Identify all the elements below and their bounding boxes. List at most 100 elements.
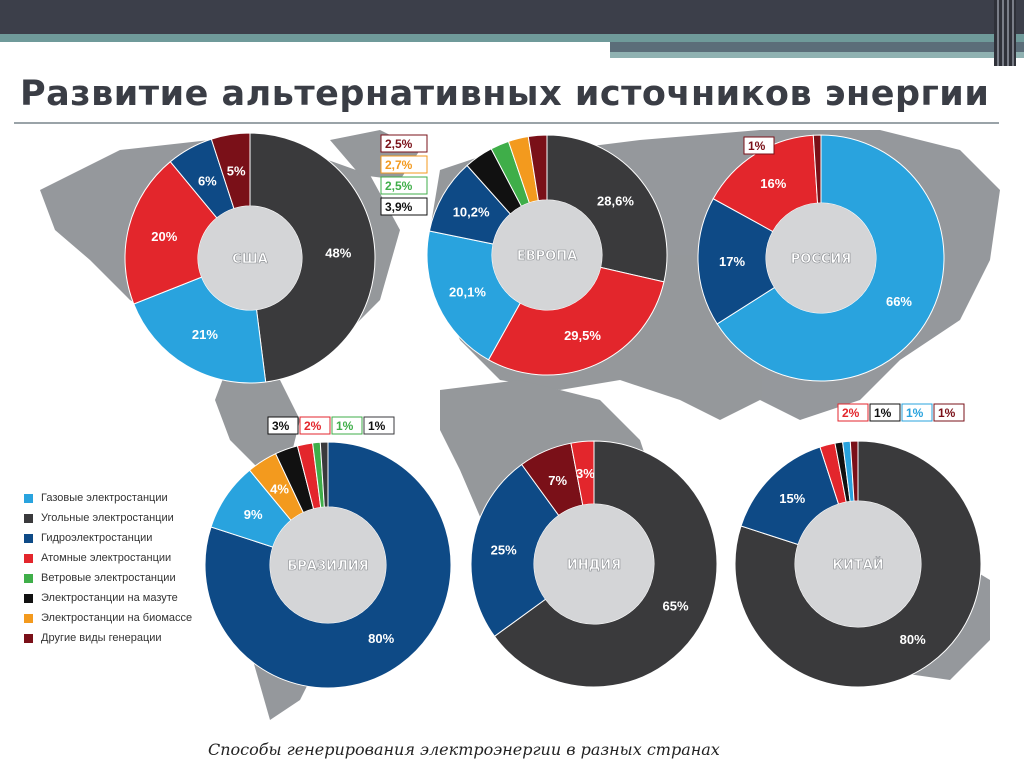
legend-swatch-gas [24, 493, 33, 503]
legend-swatch-other [24, 633, 33, 643]
slice-value-label: 25% [491, 543, 517, 558]
ext-value-label: 2% [842, 406, 860, 420]
slice-value-label: 4% [270, 482, 289, 497]
slice-value-label: 9% [244, 507, 263, 522]
donut-title: ЕВРОПА [517, 249, 577, 264]
donut-title: РОССИЯ [791, 252, 852, 267]
slice-value-label: 28,6% [597, 194, 634, 209]
corner-decoration [994, 0, 1016, 66]
donut-chart: 65% 25% 7% 3% ИНДИЯ [470, 440, 718, 688]
chart-caption: Способы генерирования электроэнергии в р… [208, 740, 720, 759]
donut-center [270, 507, 386, 623]
slice-value-label: 20,1% [449, 285, 486, 300]
ext-label-box [901, 403, 933, 422]
ext-value-label: 1% [938, 406, 956, 420]
ext-label-box [743, 136, 775, 155]
slice-value-label: 7% [548, 473, 567, 488]
ext-value-label: 1% [906, 406, 924, 420]
legend-label: Электростанции на биомассе [41, 612, 193, 624]
legend-label: Ветровые электростанции [41, 572, 176, 584]
slice-value-label: 66% [886, 294, 912, 309]
donut-title: США [232, 252, 268, 267]
legend-label: Другие виды генерации [41, 632, 162, 644]
legend-label: Гидроэлектростанции [41, 532, 153, 544]
slice-value-label: 3% [576, 466, 595, 481]
ext-value-label: 2,5% [385, 179, 413, 193]
slice-value-label: 21% [192, 327, 218, 342]
top-bar [0, 0, 1024, 34]
ext-value-label: 1% [748, 139, 766, 153]
slice-value-label: 10,2% [453, 204, 490, 219]
ext-label-box [363, 416, 395, 435]
legend-item: Электростанции на биомассе [24, 608, 192, 628]
ext-label-box [380, 197, 428, 216]
legend-item: Электростанции на мазуте [24, 588, 192, 608]
slice-value-label: 17% [719, 254, 745, 269]
donut-chart: 48% 21% 20% 6% 5% США [124, 132, 376, 384]
legend-label: Электростанции на мазуте [41, 592, 178, 604]
legend-swatch-nuclear [24, 553, 33, 563]
legend-item: Ветровые электростанции [24, 568, 192, 588]
ext-label-box [869, 403, 901, 422]
title-underline [14, 122, 999, 124]
legend-item: Атомные электростанции [24, 548, 192, 568]
legend-swatch-oil [24, 593, 33, 603]
legend-swatch-hydro [24, 533, 33, 543]
ext-value-label: 2,5% [385, 137, 413, 151]
slice-value-label: 16% [760, 176, 786, 191]
slice-value-label: 5% [227, 164, 246, 179]
ext-value-label: 2,7% [385, 158, 413, 172]
legend-swatch-wind [24, 573, 33, 583]
ext-value-label: 1% [336, 419, 354, 433]
ext-value-label: 3% [272, 419, 290, 433]
top-stripe-accent [610, 42, 1024, 52]
donut-center [198, 206, 302, 310]
donut-chart: 28,6% 29,5% 20,1% 10,2% ЕВРОПА 2,5% 2,7% 2,5% 3,… [380, 134, 668, 376]
legend-label: Угольные электростанции [41, 512, 174, 524]
legend-item: Гидроэлектростанции [24, 528, 192, 548]
ext-label-box [380, 176, 428, 195]
slide-title: Развитие альтернативных источников энерг… [20, 74, 990, 114]
slice-value-label: 29,5% [564, 328, 601, 343]
donut-center [795, 501, 921, 627]
slice-value-label: 65% [663, 599, 689, 614]
donut-chart: 66% 17% 16% РОССИЯ 1% [697, 134, 945, 382]
ext-label-box [299, 416, 331, 435]
ext-label-box [837, 403, 869, 422]
legend-label: Газовые электростанции [41, 492, 168, 504]
donut-center [492, 200, 602, 310]
ext-label-box [380, 155, 428, 174]
legend-swatch-coal [24, 513, 33, 523]
ext-label-box [331, 416, 363, 435]
ext-value-label: 3,9% [385, 200, 413, 214]
legend: Газовые электростанции Угольные электрос… [24, 488, 192, 648]
ext-label-box [267, 416, 299, 435]
donut-center [766, 203, 876, 313]
legend-item: Другие виды генерации [24, 628, 192, 648]
ext-label-box [933, 403, 965, 422]
donut-chart: 80% 15% КИТАЙ 2% 1% 1% 1% [734, 403, 982, 688]
legend-item: Газовые электростанции [24, 488, 192, 508]
top-stripe [0, 34, 1024, 42]
donut-center [534, 504, 654, 624]
slice-value-label: 80% [900, 632, 926, 647]
donut-charts-layer: 48% 21% 20% 6% 5% США 28,6% 29,5% 20,1% 10,2% ЕВРО… [124, 132, 982, 689]
legend-item: Угольные электростанции [24, 508, 192, 528]
slice-value-label: 80% [368, 631, 394, 646]
legend-swatch-biomass [24, 613, 33, 623]
slice-value-label: 15% [779, 491, 805, 506]
slice-value-label: 6% [198, 173, 217, 188]
ext-label-box [380, 134, 428, 153]
top-stripe-accent-light [610, 52, 1024, 58]
slice-value-label: 20% [151, 229, 177, 244]
donut-title: КИТАЙ [832, 557, 883, 573]
ext-value-label: 2% [304, 419, 322, 433]
ext-value-label: 1% [368, 419, 386, 433]
ext-value-label: 1% [874, 406, 892, 420]
slice-value-label: 48% [325, 245, 351, 260]
donut-title: БРАЗИЛИЯ [287, 559, 368, 574]
donut-chart: 80% 9% 4% БРАЗИЛИЯ 3% 2% 1% 1% [204, 416, 452, 689]
legend-label: Атомные электростанции [41, 552, 172, 564]
donut-title: ИНДИЯ [567, 558, 621, 573]
